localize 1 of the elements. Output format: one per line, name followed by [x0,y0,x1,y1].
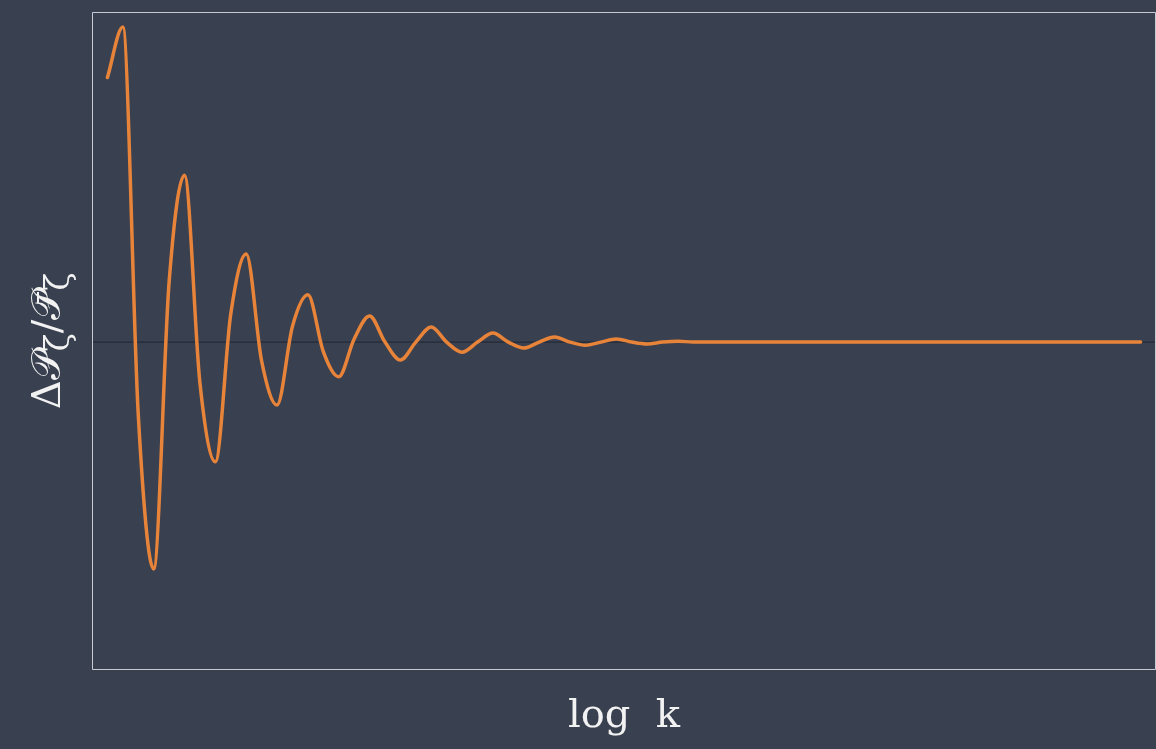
x-axis-title: log k [566,690,682,736]
